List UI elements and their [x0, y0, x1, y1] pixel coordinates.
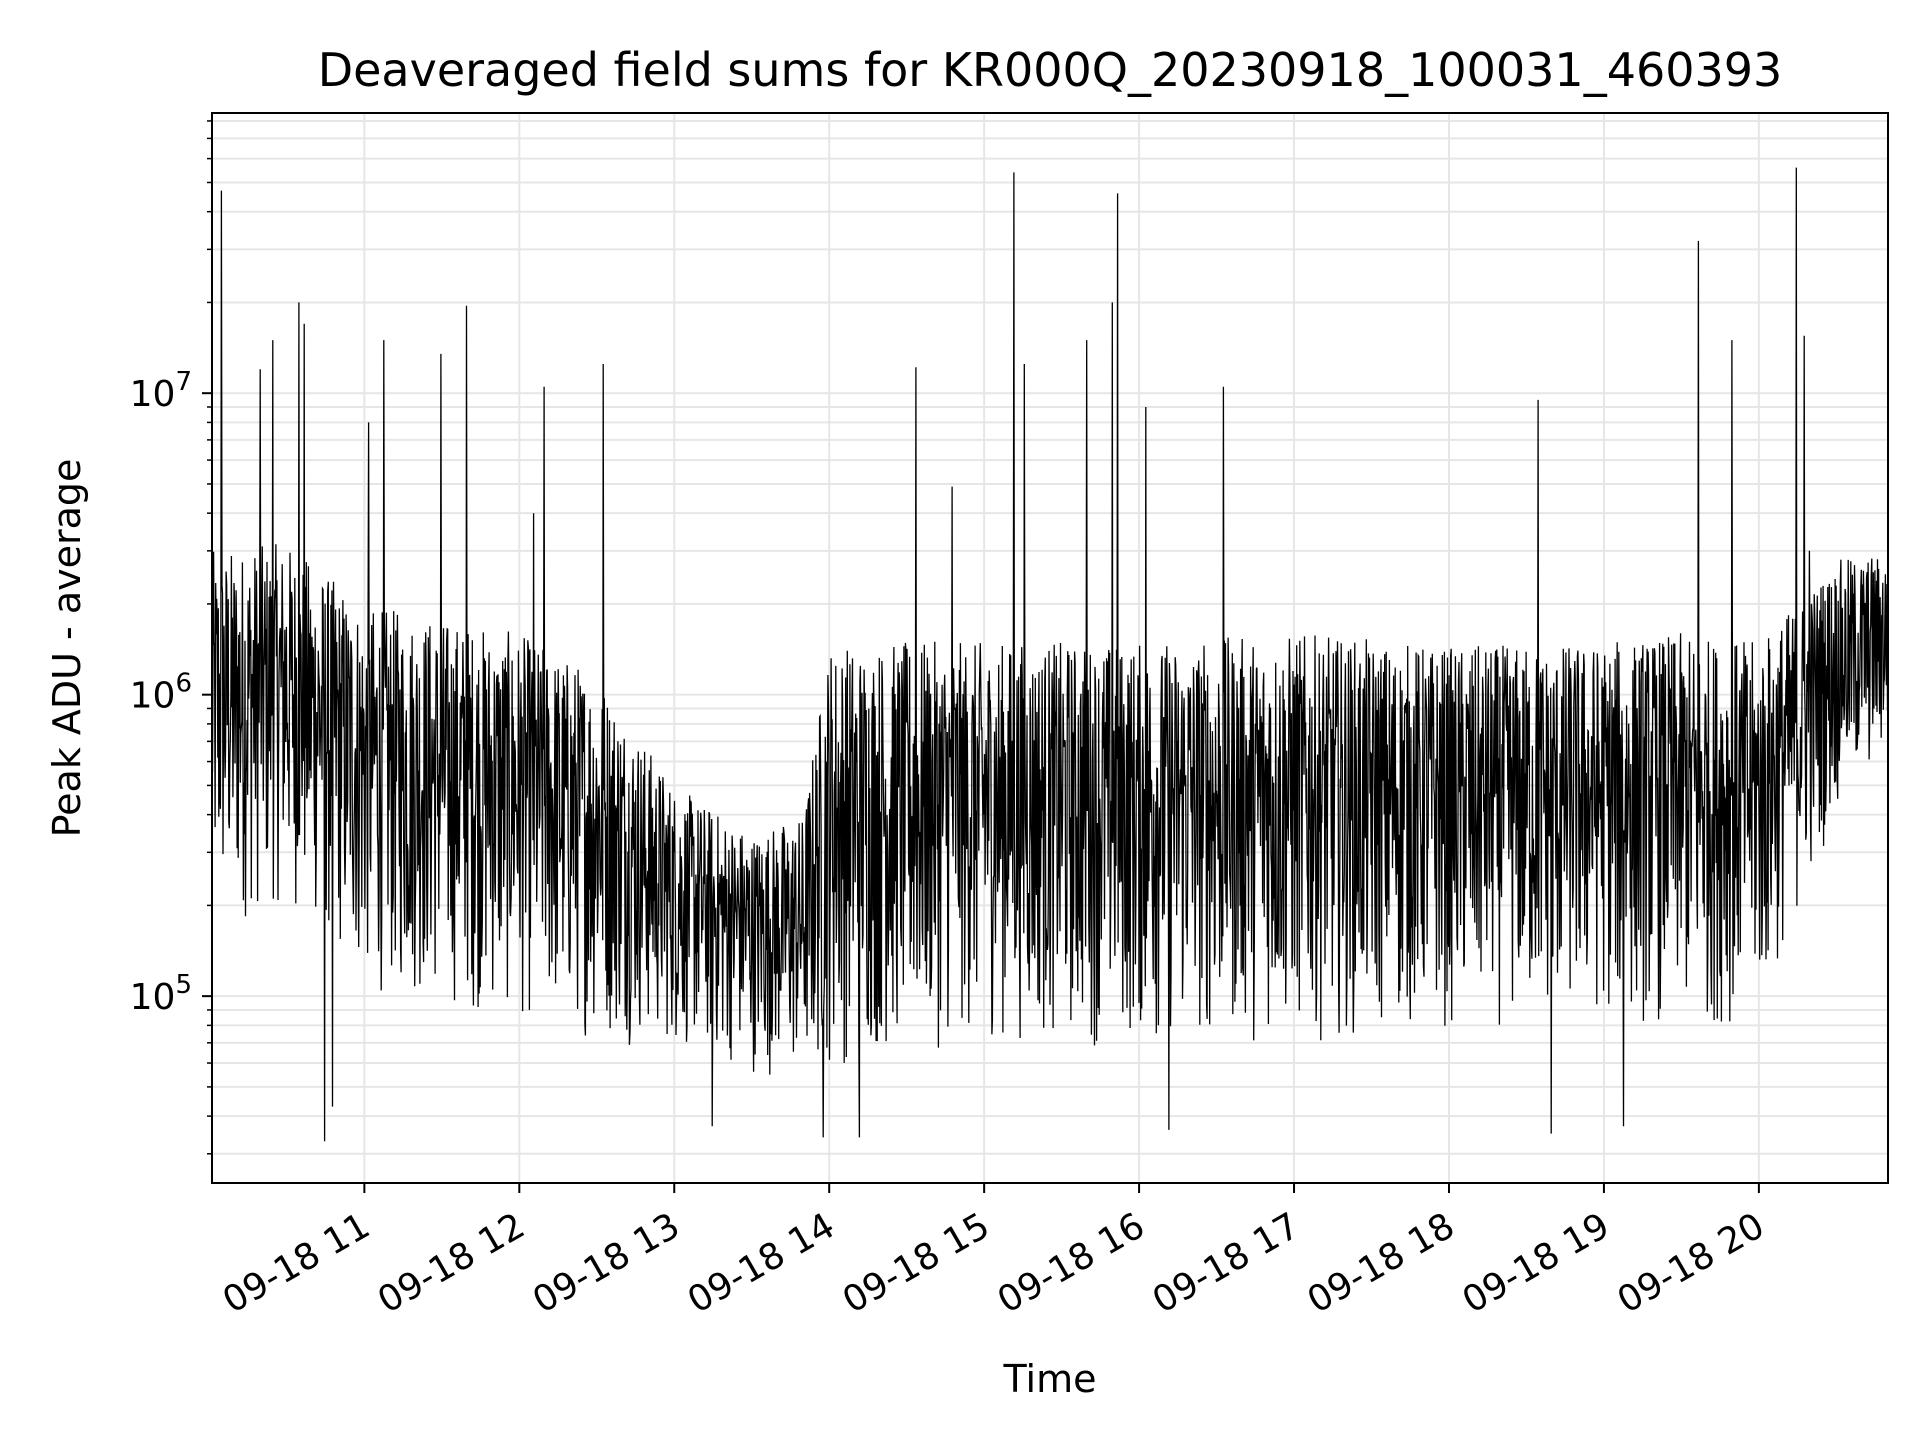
chart-title: Deaveraged field sums for KR000Q_2023091… — [318, 43, 1783, 97]
y-axis-label: Peak ADU - average — [45, 459, 89, 838]
plot-frame — [211, 112, 1889, 1184]
series-layer — [211, 167, 1889, 1142]
y-tick-label: 106 — [130, 669, 192, 717]
x-axis-label: Time — [1003, 1357, 1097, 1401]
y-tick-label: 107 — [130, 367, 192, 415]
series-line — [211, 167, 1889, 1142]
y-tick-label: 105 — [130, 970, 192, 1018]
